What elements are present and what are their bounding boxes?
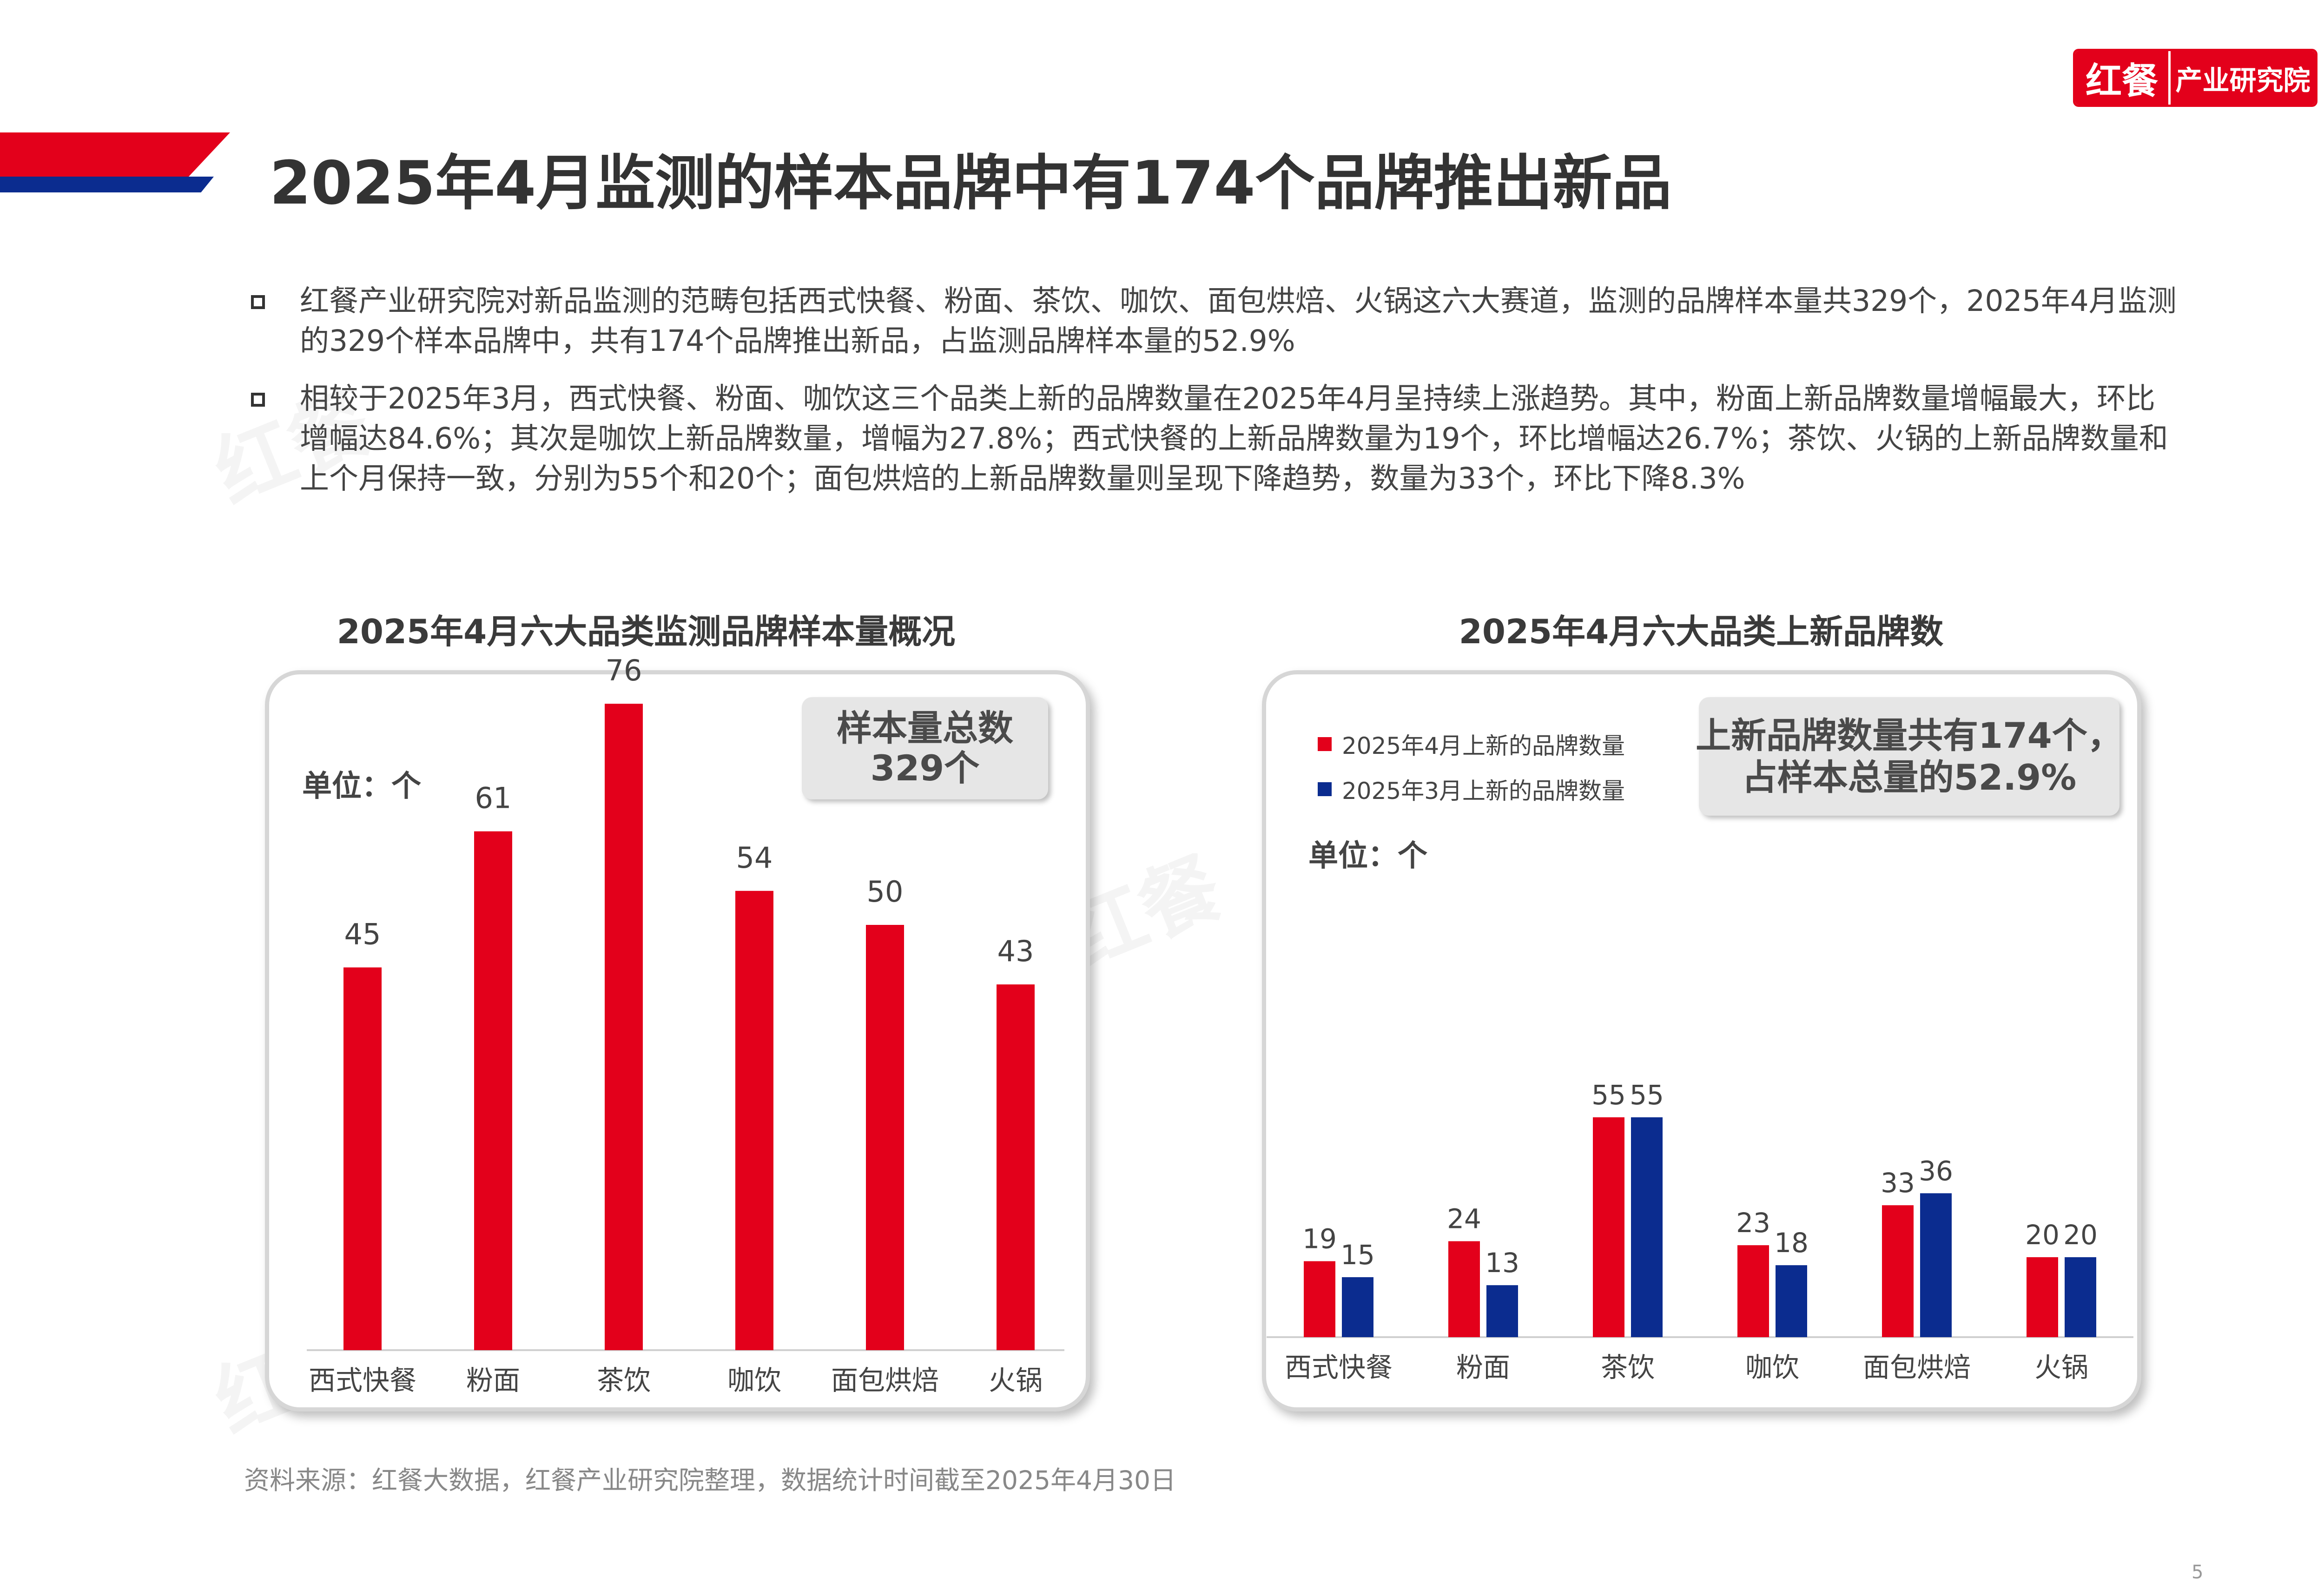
chart2-bar-april <box>1882 1205 1914 1337</box>
bullet-paragraph: 红餐产业研究院对新品监测的范畴包括西式快餐、粉面、茶饮、咖饮、面包烘焙、火锅这六… <box>251 281 2180 361</box>
chart2-bar-april <box>1593 1117 1624 1337</box>
chart2-bar-april <box>1448 1241 1480 1337</box>
chart2-bar-april <box>2027 1257 2058 1337</box>
chart1-data-label: 61 <box>475 781 512 815</box>
chart2-tick-label: 茶饮 <box>1601 1352 1655 1383</box>
chart1-bar <box>343 967 382 1350</box>
legend-item-april: 2025年4月上新的品牌数量 <box>1318 727 1625 761</box>
chart2-bar-march <box>1631 1117 1663 1337</box>
logo-text: 产业研究院 <box>2168 51 2315 105</box>
chart1-bar <box>997 984 1035 1350</box>
legend-item-march: 2025年3月上新的品牌数量 <box>1318 772 1625 806</box>
chart2-bar-march <box>1776 1265 1807 1337</box>
chart2-data-label: 20 <box>2025 1219 2060 1251</box>
chart1-data-label: 45 <box>344 917 381 951</box>
chart2-data-label: 55 <box>1591 1079 1626 1111</box>
callout-line: 329个 <box>870 747 980 789</box>
chart2-title: 2025年4月六大品类上新品牌数 <box>1459 612 1944 651</box>
sample-total-callout: 样本量总数 329个 <box>802 697 1048 799</box>
chart2-tick-label: 粉面 <box>1456 1352 1510 1383</box>
chart1-bar <box>605 704 643 1350</box>
chart1-tick-label: 面包烘焙 <box>831 1365 939 1396</box>
chart1-data-label: 76 <box>606 653 642 687</box>
title-accent-red <box>0 132 230 177</box>
chart2-tick-label: 西式快餐 <box>1285 1352 1393 1383</box>
chart2-tick-label: 面包烘焙 <box>1863 1352 1971 1383</box>
legend-label: 2025年4月上新的品牌数量 <box>1342 732 1625 759</box>
chart2-data-label: 19 <box>1302 1223 1337 1255</box>
bullet-text: 红餐产业研究院对新品监测的范畴包括西式快餐、粉面、茶饮、咖饮、面包烘焙、火锅这六… <box>300 284 2177 358</box>
chart2-bar-march <box>1920 1193 1952 1337</box>
brand-logo: 红餐 产业研究院 <box>2073 49 2317 107</box>
chart2-data-label: 24 <box>1447 1203 1481 1235</box>
chart2-data-label: 20 <box>2063 1219 2098 1251</box>
callout-line: 上新品牌数量共有174个， <box>1696 714 2123 756</box>
square-bullet-icon <box>251 393 265 407</box>
chart1-bar <box>735 890 773 1350</box>
chart1-bar <box>866 925 904 1350</box>
chart2-tick-label: 火锅 <box>2034 1352 2088 1383</box>
page-title: 2025年4月监测的样本品牌中有174个品牌推出新品 <box>270 149 1672 218</box>
chart2-bar-march <box>2065 1257 2096 1337</box>
chart1-title: 2025年4月六大品类监测品牌样本量概况 <box>337 612 956 651</box>
chart2-data-label: 55 <box>1630 1079 1664 1111</box>
chart2-bar-march <box>1342 1277 1373 1337</box>
chart2-tick-label: 咖饮 <box>1745 1352 1799 1383</box>
page-number: 5 <box>2192 1562 2204 1583</box>
title-accent-blue <box>0 177 214 192</box>
chart2-data-label: 33 <box>1881 1167 1915 1199</box>
chart2-data-label: 15 <box>1340 1239 1375 1271</box>
chart2-unit-label: 单位：个 <box>1308 839 1427 873</box>
legend-swatch-red <box>1318 737 1332 751</box>
legend-label: 2025年3月上新的品牌数量 <box>1342 778 1625 805</box>
logo-mark: 红餐 <box>2075 51 2168 105</box>
source-note: 资料来源：红餐大数据，红餐产业研究院整理，数据统计时间截至2025年4月30日 <box>244 1465 1176 1495</box>
chart2-data-label: 13 <box>1485 1247 1519 1279</box>
chart2-bar-april <box>1737 1245 1769 1337</box>
chart1-tick-label: 茶饮 <box>597 1365 651 1396</box>
callout-line: 占样本总量的52.9% <box>1742 756 2077 798</box>
chart1-unit-label: 单位：个 <box>302 769 421 804</box>
chart2-bar-march <box>1486 1285 1518 1337</box>
bullet-text: 相较于2025年3月，西式快餐、粉面、咖饮这三个品类上新的品牌数量在2025年4… <box>300 382 2168 495</box>
chart2-data-label: 36 <box>1919 1155 1953 1187</box>
square-bullet-icon <box>251 295 265 309</box>
new-brand-summary-callout: 上新品牌数量共有174个， 占样本总量的52.9% <box>1696 697 2123 816</box>
chart2-data-label: 18 <box>1774 1227 1809 1259</box>
chart1-tick-label: 咖饮 <box>727 1365 781 1396</box>
chart1-tick-label: 粉面 <box>466 1365 520 1396</box>
chart1-data-label: 54 <box>736 841 773 875</box>
chart1-data-label: 43 <box>997 934 1034 968</box>
bullet-paragraph: 相较于2025年3月，西式快餐、粉面、咖饮这三个品类上新的品牌数量在2025年4… <box>251 379 2180 499</box>
chart1-data-label: 50 <box>867 875 904 909</box>
chart1-bar <box>474 831 512 1350</box>
legend-swatch-blue <box>1318 782 1332 796</box>
chart2-data-label: 23 <box>1736 1207 1770 1239</box>
callout-line: 样本量总数 <box>837 707 1013 749</box>
chart1-tick-label: 火锅 <box>989 1365 1043 1396</box>
chart1-tick-label: 西式快餐 <box>309 1365 416 1396</box>
chart2-bar-april <box>1304 1261 1335 1337</box>
